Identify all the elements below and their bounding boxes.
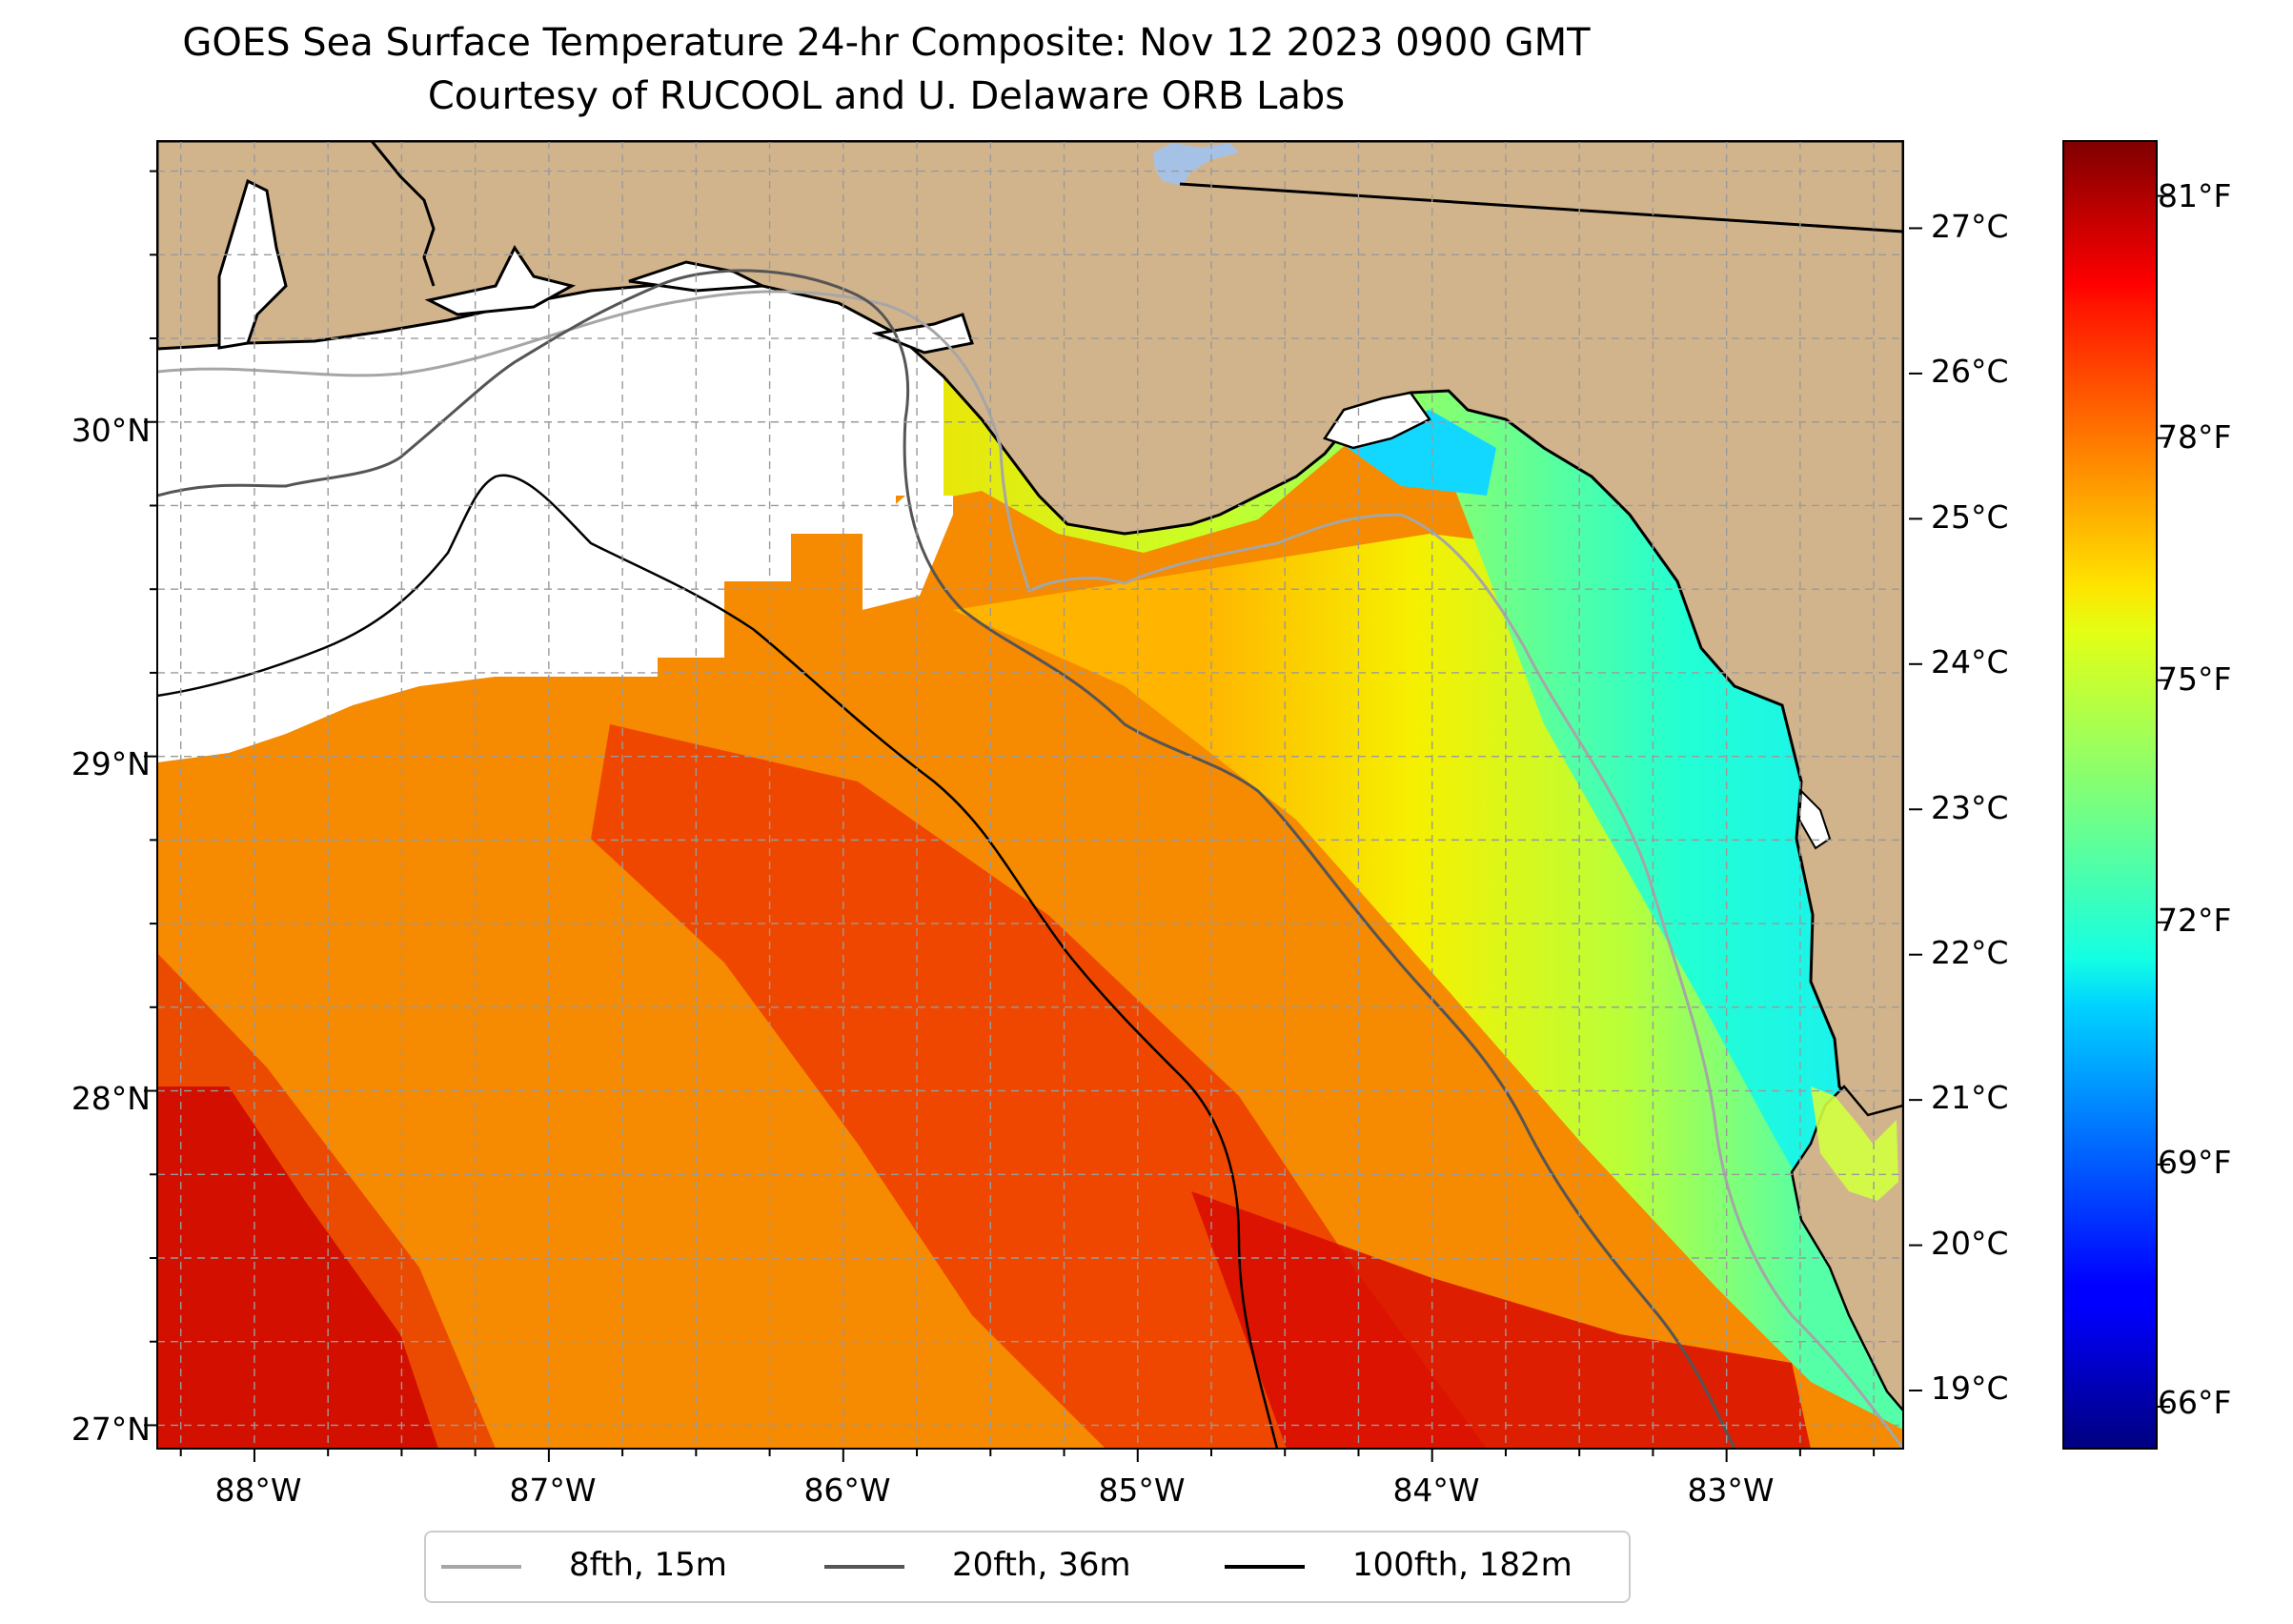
legend-label-100fth: 100fth, 182m	[1352, 1546, 1573, 1584]
legend-swatch-20fth	[824, 1565, 904, 1569]
gridlines	[157, 141, 1903, 1449]
map-ticks	[144, 170, 1876, 1462]
depth-contour-legend: 8fth, 15m 20fth, 36m 100fth, 182m	[424, 1531, 1631, 1603]
lon-label-85w: 85°W	[1098, 1472, 1186, 1509]
figure-title: GOES Sea Surface Temperature 24-hr Compo…	[182, 21, 1591, 65]
lat-label-29n: 29°N	[71, 745, 151, 782]
state-boundary-al-fl	[370, 141, 436, 287]
contour-20fth-36m	[157, 269, 1736, 1449]
lat-label-30n: 30°N	[71, 412, 151, 449]
map-content	[157, 141, 1903, 1449]
tampa-bay-water	[1811, 1086, 1898, 1201]
sst-warm-halo-sw	[157, 953, 496, 1449]
lon-label-84w: 84°W	[1392, 1472, 1480, 1509]
celsius-label-27: 27°C	[1931, 208, 2009, 245]
legend-label-8fth: 8fth, 15m	[569, 1546, 727, 1584]
lon-label-83w: 83°W	[1687, 1472, 1775, 1509]
land-florida-panhandle	[157, 141, 1903, 1146]
state-boundary-fl-ga	[1179, 182, 1903, 233]
fahrenheit-label-72: 72°F	[2158, 902, 2232, 939]
celsius-label-24: 24°C	[1931, 643, 2009, 680]
lon-label-86w: 86°W	[803, 1472, 891, 1509]
sst-red-patch-s	[1191, 1191, 1811, 1449]
no-data-region-2	[862, 496, 953, 610]
lon-label-88w: 88°W	[214, 1472, 302, 1509]
fahrenheit-label-69: 69°F	[2158, 1144, 2232, 1181]
legend-swatch-8fth	[441, 1565, 521, 1569]
celsius-label-21: 21°C	[1931, 1079, 2009, 1116]
legend-label-20fth: 20fth, 36m	[952, 1546, 1131, 1584]
lake-seminole	[1153, 143, 1239, 186]
celsius-label-19: 19°C	[1931, 1370, 2009, 1407]
fahrenheit-label-75: 75°F	[2158, 660, 2232, 698]
contour-100fth-182m	[157, 474, 1279, 1449]
apalachee-bay	[1323, 391, 1431, 450]
celsius-label-26: 26°C	[1931, 353, 2009, 390]
colorbar-ticks	[1909, 194, 2170, 1408]
colorbar	[2062, 140, 2158, 1450]
celsius-label-20: 20°C	[1931, 1225, 2009, 1262]
lon-label-87w: 87°W	[509, 1472, 597, 1509]
pensacola-bay	[424, 245, 577, 316]
fahrenheit-label-66: 66°F	[2158, 1384, 2232, 1421]
lat-label-28n: 28°N	[71, 1080, 151, 1117]
fahrenheit-label-81: 81°F	[2158, 177, 2232, 214]
legend-swatch-100fth	[1225, 1565, 1305, 1569]
lat-label-27n: 27°N	[71, 1411, 151, 1448]
contour-8fth-15m	[157, 290, 1903, 1449]
fahrenheit-label-78: 78°F	[2158, 418, 2232, 456]
figure-subtitle: Courtesy of RUCOOL and U. Delaware ORB L…	[427, 74, 1346, 118]
celsius-label-25: 25°C	[1931, 498, 2009, 536]
map-frame	[156, 140, 1904, 1450]
celsius-label-23: 23°C	[1931, 789, 2009, 826]
celsius-label-22: 22°C	[1931, 934, 2009, 971]
